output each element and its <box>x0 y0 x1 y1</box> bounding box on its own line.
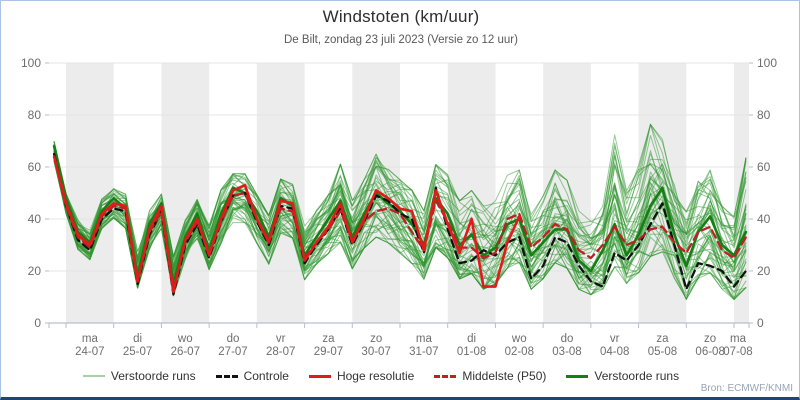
svg-text:do: do <box>227 333 240 345</box>
source-attribution: Bron: ECMWF/KNMI <box>700 383 793 394</box>
legend-label: Middelste (P50) <box>462 369 547 383</box>
svg-text:zo: zo <box>704 333 716 345</box>
legend-swatch-controle <box>215 374 238 378</box>
svg-text:28-07: 28-07 <box>266 346 295 358</box>
svg-text:02-08: 02-08 <box>505 346 534 358</box>
legend-label: Controle <box>243 369 289 383</box>
legend-swatch-verstoorde-runs-thick <box>566 374 589 378</box>
svg-text:20: 20 <box>757 264 771 278</box>
svg-text:31-07: 31-07 <box>409 346 438 358</box>
legend-item-controle: Controle <box>215 369 289 383</box>
svg-text:01-08: 01-08 <box>457 346 486 358</box>
svg-text:di: di <box>467 333 476 345</box>
svg-text:40: 40 <box>757 212 771 226</box>
svg-text:60: 60 <box>757 160 771 174</box>
legend-label: Hoge resolutie <box>336 369 415 383</box>
svg-text:07-08: 07-08 <box>723 346 752 358</box>
svg-text:27-07: 27-07 <box>218 346 247 358</box>
svg-text:29-07: 29-07 <box>314 346 343 358</box>
legend-swatch-hoge-resolutie <box>308 374 331 378</box>
svg-text:26-07: 26-07 <box>171 346 200 358</box>
svg-text:30-07: 30-07 <box>361 346 390 358</box>
legend-item-middelste-p50: Middelste (P50) <box>434 369 546 383</box>
svg-text:20: 20 <box>28 264 42 278</box>
chart-header: Windstoten (km/uur) De Bilt, zondag 23 j… <box>1 7 799 46</box>
svg-text:0: 0 <box>34 316 41 330</box>
svg-text:ma: ma <box>730 333 747 345</box>
legend-item-verstoorde-runs-thin: Verstoorde runs <box>82 369 196 383</box>
svg-text:03-08: 03-08 <box>552 346 581 358</box>
svg-text:80: 80 <box>757 108 771 122</box>
chart-legend: Verstoorde runs Controle Hoge resolutie … <box>1 369 761 383</box>
chart-subtitle: De Bilt, zondag 23 juli 2023 (Versie zo … <box>284 34 518 46</box>
svg-text:80: 80 <box>28 108 42 122</box>
svg-text:za: za <box>322 333 335 345</box>
legend-label: Verstoorde runs <box>110 369 196 383</box>
svg-text:05-08: 05-08 <box>648 346 677 358</box>
legend-swatch-middelste-p50 <box>434 374 457 378</box>
svg-text:100: 100 <box>757 56 777 70</box>
chart-title: Windstoten (km/uur) <box>322 7 480 26</box>
svg-text:25-07: 25-07 <box>123 346 152 358</box>
svg-text:wo: wo <box>177 333 193 345</box>
svg-text:vr: vr <box>276 333 286 345</box>
svg-text:ma: ma <box>82 333 99 345</box>
svg-text:06-08: 06-08 <box>695 346 724 358</box>
svg-text:24-07: 24-07 <box>75 346 104 358</box>
svg-text:ma: ma <box>416 333 433 345</box>
svg-text:zo: zo <box>370 333 382 345</box>
svg-text:do: do <box>561 333 574 345</box>
legend-label: Verstoorde runs <box>594 369 680 383</box>
svg-text:di: di <box>133 333 142 345</box>
svg-text:0: 0 <box>757 316 764 330</box>
svg-text:04-08: 04-08 <box>600 346 629 358</box>
svg-text:60: 60 <box>28 160 42 174</box>
legend-item-hoge-resolutie: Hoge resolutie <box>308 369 415 383</box>
legend-swatch-verstoorde-runs-thin <box>82 375 105 377</box>
svg-text:wo: wo <box>511 333 527 345</box>
svg-text:40: 40 <box>28 212 42 226</box>
svg-text:100: 100 <box>21 56 41 70</box>
svg-text:za: za <box>656 333 669 345</box>
svg-text:vr: vr <box>610 333 620 345</box>
legend-item-verstoorde-runs-thick: Verstoorde runs <box>566 369 679 383</box>
